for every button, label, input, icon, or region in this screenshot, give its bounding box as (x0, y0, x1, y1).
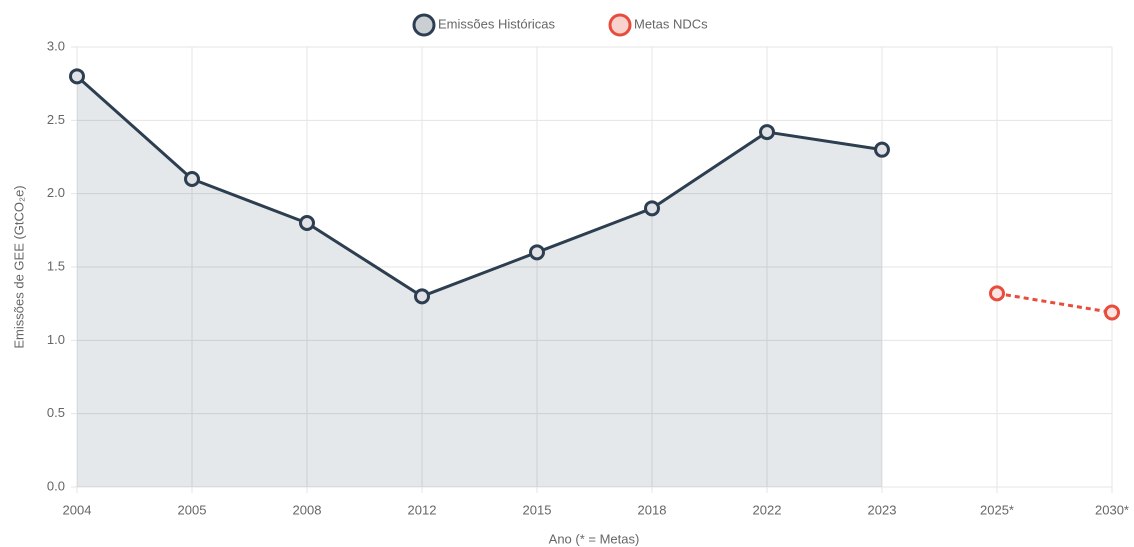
line (996, 291, 1113, 314)
point-fill (417, 291, 427, 302)
point (874, 141, 890, 158)
x-axis-label: Ano (* = Metas) (549, 531, 640, 546)
point-fill (992, 288, 1002, 299)
point-fill (72, 71, 82, 82)
point (69, 68, 85, 85)
point-fill (647, 203, 657, 214)
x-tick-label: 2015 (523, 502, 552, 517)
x-tick-label: 2008 (293, 502, 322, 517)
x-tick-label: 2022 (753, 502, 782, 517)
point-fill (302, 218, 312, 228)
point (529, 244, 545, 261)
point-fill (762, 127, 772, 138)
point-fill (532, 247, 542, 258)
x-tick-label: 2023 (868, 502, 897, 517)
y-tick-label: 1.0 (47, 332, 65, 347)
x-tick-label: 2004 (63, 502, 92, 517)
y-axis-label: Emissões de GEE (GtCO₂e) (11, 185, 26, 348)
x-tick-label: 2012 (408, 502, 437, 517)
line (76, 75, 883, 298)
point-fill (1107, 307, 1117, 318)
legend-marker (412, 13, 436, 37)
x-tick-label: 2018 (638, 502, 667, 517)
point (299, 215, 315, 231)
point (184, 171, 200, 187)
y-tick-label: 3.0 (47, 38, 65, 53)
x-tick-label: 2025* (980, 502, 1014, 517)
area (77, 76, 882, 487)
x-tick-label: 2005 (178, 502, 207, 517)
y-tick-label: 0.0 (47, 478, 65, 493)
point-fill (877, 144, 887, 155)
y-tick-label: 1.5 (47, 258, 65, 273)
point (644, 200, 660, 217)
y-tick-label: 0.5 (47, 405, 65, 420)
legend-marker (608, 13, 632, 37)
point (989, 285, 1005, 302)
legend-label: Emissões Históricas (438, 16, 556, 31)
point (414, 288, 430, 305)
x-tick-label: 2030* (1095, 502, 1129, 517)
legend-label: Metas NDCs (634, 16, 708, 31)
point-fill (187, 174, 197, 184)
y-tick-label: 2.5 (47, 112, 65, 127)
point (1104, 304, 1120, 321)
y-tick-label: 2.0 (47, 185, 65, 200)
point (759, 124, 775, 141)
